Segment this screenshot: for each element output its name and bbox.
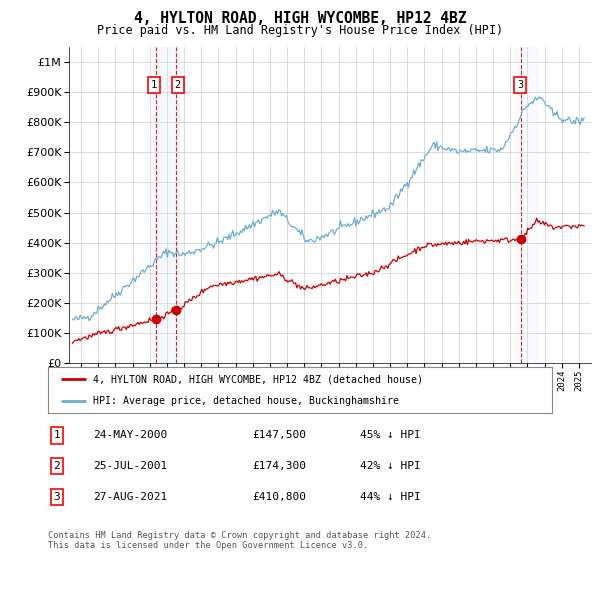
Text: 2: 2: [53, 461, 61, 471]
Bar: [515, 47, 539, 363]
Text: £174,300: £174,300: [252, 461, 306, 471]
Text: 4, HYLTON ROAD, HIGH WYCOMBE, HP12 4BZ: 4, HYLTON ROAD, HIGH WYCOMBE, HP12 4BZ: [134, 11, 466, 25]
Bar: [154, 47, 179, 363]
Text: £147,500: £147,500: [252, 431, 306, 440]
Text: 25-JUL-2001: 25-JUL-2001: [93, 461, 167, 471]
Text: Contains HM Land Registry data © Crown copyright and database right 2024.
This d: Contains HM Land Registry data © Crown c…: [48, 531, 431, 550]
Text: 2: 2: [175, 80, 181, 90]
Text: 4, HYLTON ROAD, HIGH WYCOMBE, HP12 4BZ (detached house): 4, HYLTON ROAD, HIGH WYCOMBE, HP12 4BZ (…: [94, 375, 424, 385]
Text: 42% ↓ HPI: 42% ↓ HPI: [360, 461, 421, 471]
Text: 27-AUG-2021: 27-AUG-2021: [93, 492, 167, 502]
Text: HPI: Average price, detached house, Buckinghamshire: HPI: Average price, detached house, Buck…: [94, 395, 400, 405]
Text: £410,800: £410,800: [252, 492, 306, 502]
Text: 44% ↓ HPI: 44% ↓ HPI: [360, 492, 421, 502]
Text: Price paid vs. HM Land Registry's House Price Index (HPI): Price paid vs. HM Land Registry's House …: [97, 24, 503, 37]
Text: 1: 1: [151, 80, 157, 90]
Text: 3: 3: [53, 492, 61, 502]
Text: 24-MAY-2000: 24-MAY-2000: [93, 431, 167, 440]
Text: 45% ↓ HPI: 45% ↓ HPI: [360, 431, 421, 440]
Text: 1: 1: [53, 431, 61, 440]
Text: 3: 3: [517, 80, 523, 90]
